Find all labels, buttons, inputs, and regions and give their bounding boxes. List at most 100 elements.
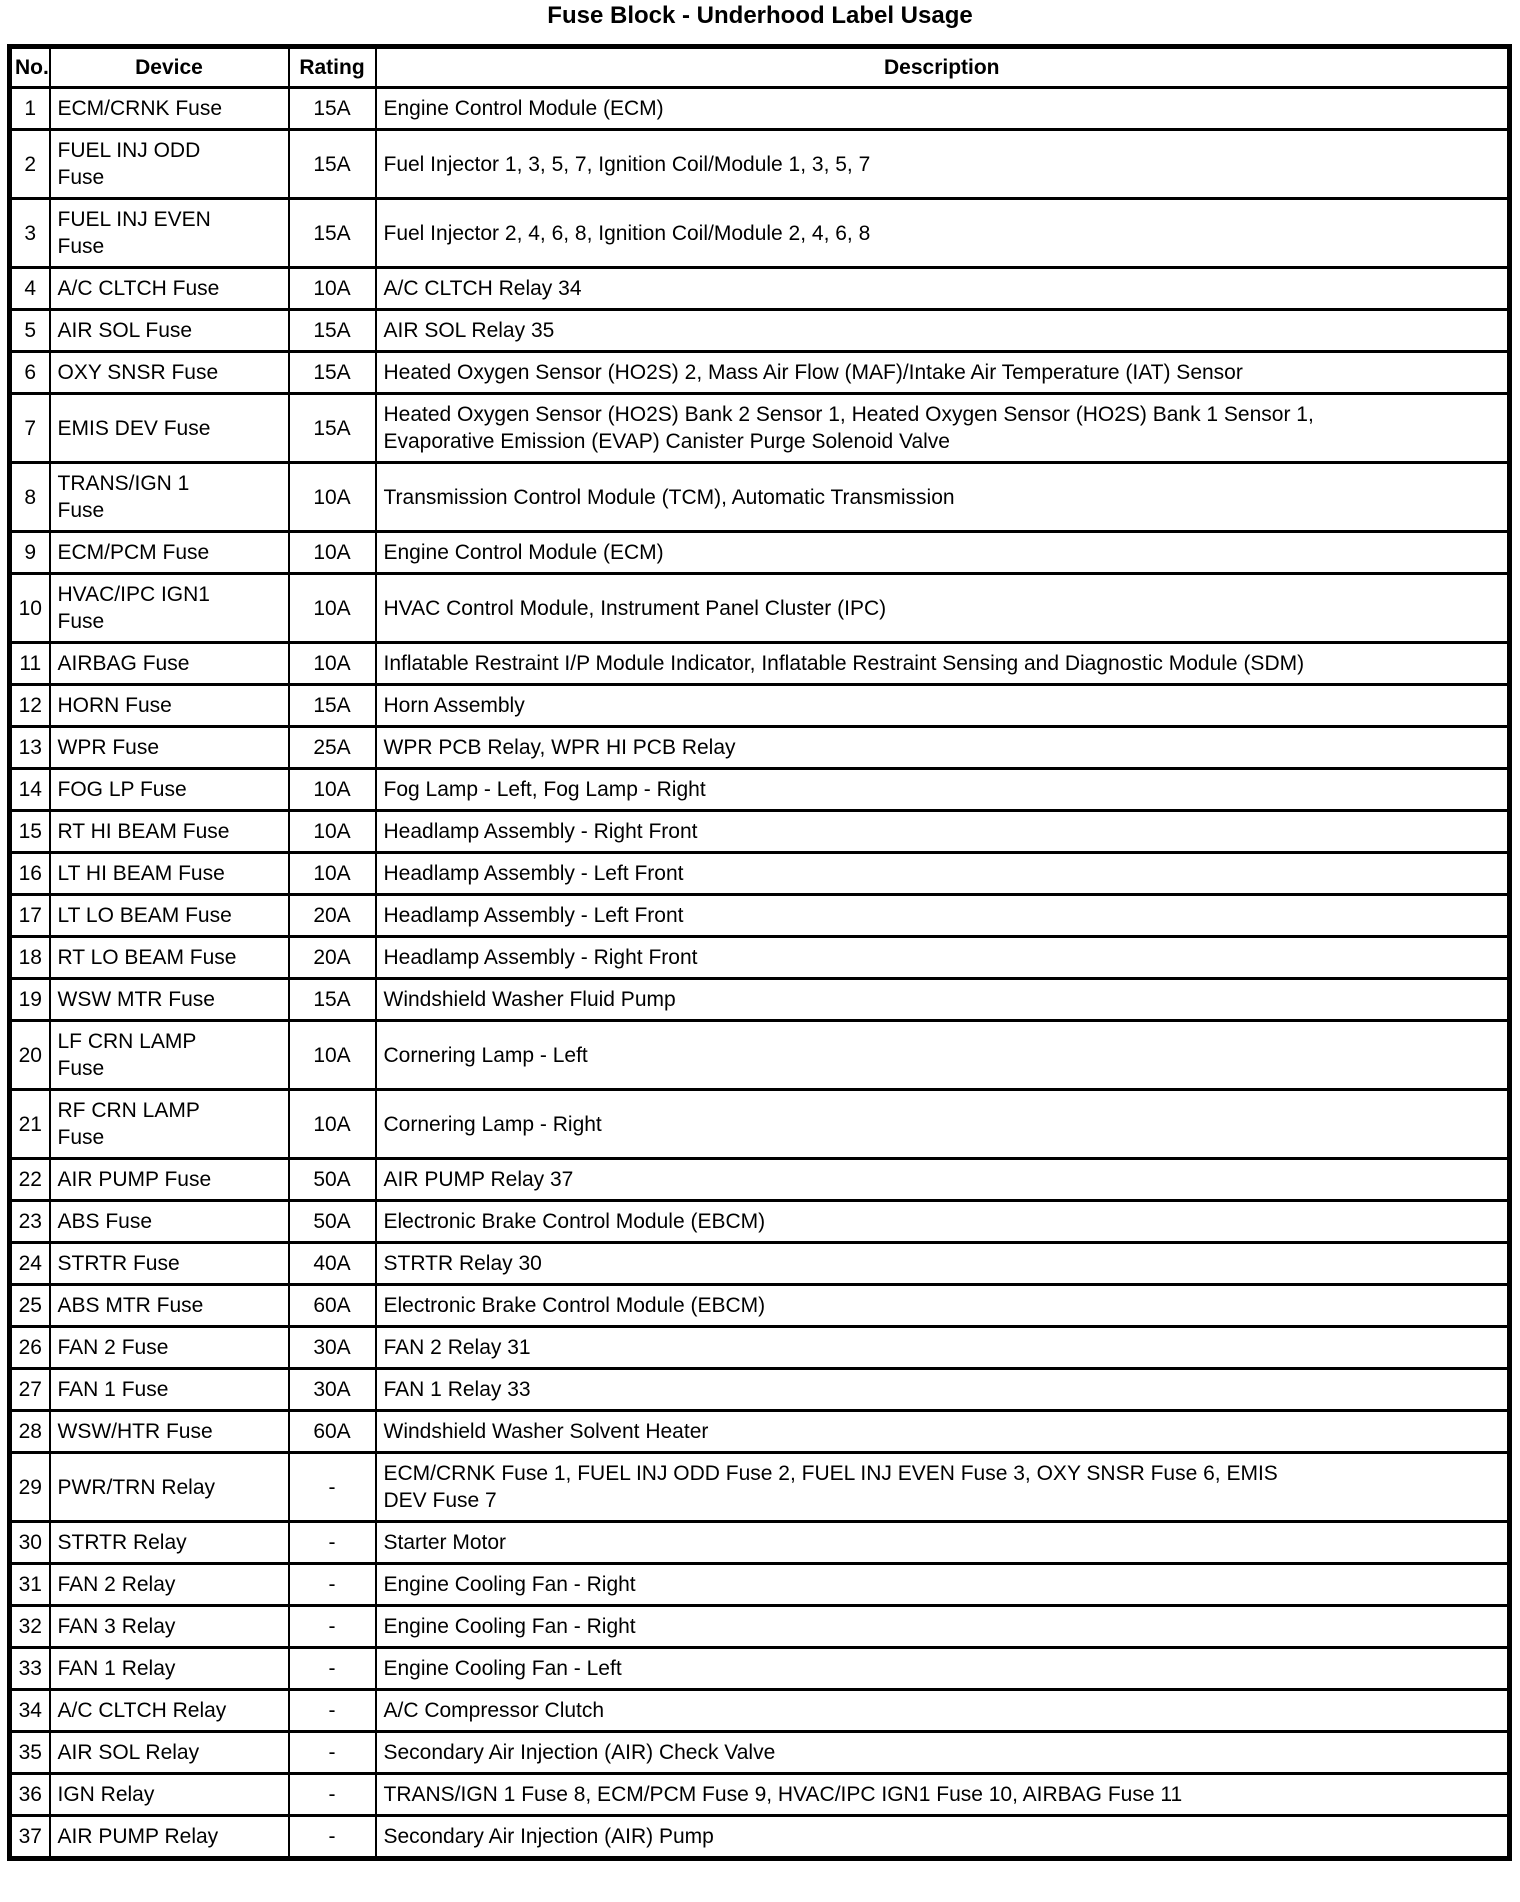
row-number-cell: 6 xyxy=(8,350,51,395)
rating-cell: 10A xyxy=(287,461,377,533)
table-row: 14 FOG LP Fuse 10A Fog Lamp - Left, Fog … xyxy=(8,767,1511,812)
device-cell: AIR SOL Fuse xyxy=(48,308,290,353)
row-number-cell: 32 xyxy=(8,1604,51,1649)
rating-cell: 15A xyxy=(287,392,377,464)
rating-cell: 10A xyxy=(287,767,377,812)
device-cell: AIR SOL Relay xyxy=(48,1730,290,1775)
description-cell: A/C CLTCH Relay 34 xyxy=(374,266,1511,311)
table-body: 1 ECM/CRNK Fuse 15A Engine Control Modul… xyxy=(8,86,1511,1860)
row-number-cell: 33 xyxy=(8,1646,51,1691)
description-cell: Electronic Brake Control Module (EBCM) xyxy=(374,1199,1511,1244)
description-cell: WPR PCB Relay, WPR HI PCB Relay xyxy=(374,725,1511,770)
device-cell: RF CRN LAMP Fuse xyxy=(48,1088,290,1160)
rating-cell: 50A xyxy=(287,1157,377,1202)
description-cell: Headlamp Assembly - Right Front xyxy=(374,935,1511,980)
description-cell: FAN 2 Relay 31 xyxy=(374,1325,1511,1370)
row-number-cell: 5 xyxy=(8,308,51,353)
table-row: 15 RT HI BEAM Fuse 10A Headlamp Assembly… xyxy=(8,809,1511,854)
description-cell: Starter Motor xyxy=(374,1520,1511,1565)
description-cell: Headlamp Assembly - Left Front xyxy=(374,851,1511,896)
description-cell: Headlamp Assembly - Right Front xyxy=(374,809,1511,854)
device-cell: LF CRN LAMP Fuse xyxy=(48,1019,290,1091)
table-row: 6 OXY SNSR Fuse 15A Heated Oxygen Sensor… xyxy=(8,350,1511,395)
column-header-description: Description xyxy=(374,45,1511,89)
device-cell: ABS Fuse xyxy=(48,1199,290,1244)
rating-cell: 30A xyxy=(287,1367,377,1412)
table-row: 1 ECM/CRNK Fuse 15A Engine Control Modul… xyxy=(8,86,1511,131)
rating-cell: - xyxy=(287,1646,377,1691)
table-row: 24 STRTR Fuse 40A STRTR Relay 30 xyxy=(8,1241,1511,1286)
row-number-cell: 3 xyxy=(8,197,51,269)
device-cell: A/C CLTCH Fuse xyxy=(48,266,290,311)
description-cell: Windshield Washer Fluid Pump xyxy=(374,977,1511,1022)
row-number-cell: 14 xyxy=(8,767,51,812)
row-number-cell: 10 xyxy=(8,572,51,644)
device-cell: HORN Fuse xyxy=(48,683,290,728)
row-number-cell: 27 xyxy=(8,1367,51,1412)
table-row: 21 RF CRN LAMP Fuse 10A Cornering Lamp -… xyxy=(8,1088,1511,1160)
device-cell: RT HI BEAM Fuse xyxy=(48,809,290,854)
rating-cell: 15A xyxy=(287,977,377,1022)
row-number-cell: 34 xyxy=(8,1688,51,1733)
row-number-cell: 15 xyxy=(8,809,51,854)
table-row: 4 A/C CLTCH Fuse 10A A/C CLTCH Relay 34 xyxy=(8,266,1511,311)
device-cell: FUEL INJ ODD Fuse xyxy=(48,128,290,200)
description-cell: ECM/CRNK Fuse 1, FUEL INJ ODD Fuse 2, FU… xyxy=(374,1451,1511,1523)
rating-cell: 15A xyxy=(287,197,377,269)
rating-cell: 10A xyxy=(287,572,377,644)
description-cell: HVAC Control Module, Instrument Panel Cl… xyxy=(374,572,1511,644)
rating-cell: 15A xyxy=(287,308,377,353)
description-cell: Fuel Injector 2, 4, 6, 8, Ignition Coil/… xyxy=(374,197,1511,269)
row-number-cell: 1 xyxy=(8,86,51,131)
description-cell: AIR SOL Relay 35 xyxy=(374,308,1511,353)
rating-cell: 20A xyxy=(287,935,377,980)
table-row: 25 ABS MTR Fuse 60A Electronic Brake Con… xyxy=(8,1283,1511,1328)
table-row: 30 STRTR Relay - Starter Motor xyxy=(8,1520,1511,1565)
rating-cell: - xyxy=(287,1520,377,1565)
table-row: 18 RT LO BEAM Fuse 20A Headlamp Assembly… xyxy=(8,935,1511,980)
row-number-cell: 8 xyxy=(8,461,51,533)
table-row: 3 FUEL INJ EVEN Fuse 15A Fuel Injector 2… xyxy=(8,197,1511,269)
rating-cell: - xyxy=(287,1562,377,1607)
row-number-cell: 22 xyxy=(8,1157,51,1202)
description-cell: Engine Control Module (ECM) xyxy=(374,86,1511,131)
device-cell: LT HI BEAM Fuse xyxy=(48,851,290,896)
row-number-cell: 17 xyxy=(8,893,51,938)
rating-cell: - xyxy=(287,1730,377,1775)
table-row: 5 AIR SOL Fuse 15A AIR SOL Relay 35 xyxy=(8,308,1511,353)
table-row: 20 LF CRN LAMP Fuse 10A Cornering Lamp -… xyxy=(8,1019,1511,1091)
description-cell: Fog Lamp - Left, Fog Lamp - Right xyxy=(374,767,1511,812)
row-number-cell: 2 xyxy=(8,128,51,200)
rating-cell: 10A xyxy=(287,266,377,311)
table-row: 12 HORN Fuse 15A Horn Assembly xyxy=(8,683,1511,728)
table-row: 9 ECM/PCM Fuse 10A Engine Control Module… xyxy=(8,530,1511,575)
device-cell: ECM/PCM Fuse xyxy=(48,530,290,575)
row-number-cell: 21 xyxy=(8,1088,51,1160)
row-number-cell: 7 xyxy=(8,392,51,464)
table-row: 13 WPR Fuse 25A WPR PCB Relay, WPR HI PC… xyxy=(8,725,1511,770)
table-row: 27 FAN 1 Fuse 30A FAN 1 Relay 33 xyxy=(8,1367,1511,1412)
description-cell: Engine Cooling Fan - Left xyxy=(374,1646,1511,1691)
rating-cell: 10A xyxy=(287,1088,377,1160)
table-row: 28 WSW/HTR Fuse 60A Windshield Washer So… xyxy=(8,1409,1511,1454)
row-number-cell: 31 xyxy=(8,1562,51,1607)
rating-cell: 10A xyxy=(287,809,377,854)
device-cell: EMIS DEV Fuse xyxy=(48,392,290,464)
description-cell: Headlamp Assembly - Left Front xyxy=(374,893,1511,938)
device-cell: PWR/TRN Relay xyxy=(48,1451,290,1523)
device-cell: ECM/CRNK Fuse xyxy=(48,86,290,131)
rating-cell: 15A xyxy=(287,86,377,131)
rating-cell: 20A xyxy=(287,893,377,938)
rating-cell: 40A xyxy=(287,1241,377,1286)
description-cell: Engine Cooling Fan - Right xyxy=(374,1604,1511,1649)
rating-cell: 15A xyxy=(287,128,377,200)
device-cell: TRANS/IGN 1 Fuse xyxy=(48,461,290,533)
row-number-cell: 30 xyxy=(8,1520,51,1565)
table-row: 31 FAN 2 Relay - Engine Cooling Fan - Ri… xyxy=(8,1562,1511,1607)
rating-cell: 25A xyxy=(287,725,377,770)
table-row: 36 IGN Relay - TRANS/IGN 1 Fuse 8, ECM/P… xyxy=(8,1772,1511,1817)
description-cell: Electronic Brake Control Module (EBCM) xyxy=(374,1283,1511,1328)
row-number-cell: 18 xyxy=(8,935,51,980)
rating-cell: 10A xyxy=(287,1019,377,1091)
description-cell: Engine Cooling Fan - Right xyxy=(374,1562,1511,1607)
